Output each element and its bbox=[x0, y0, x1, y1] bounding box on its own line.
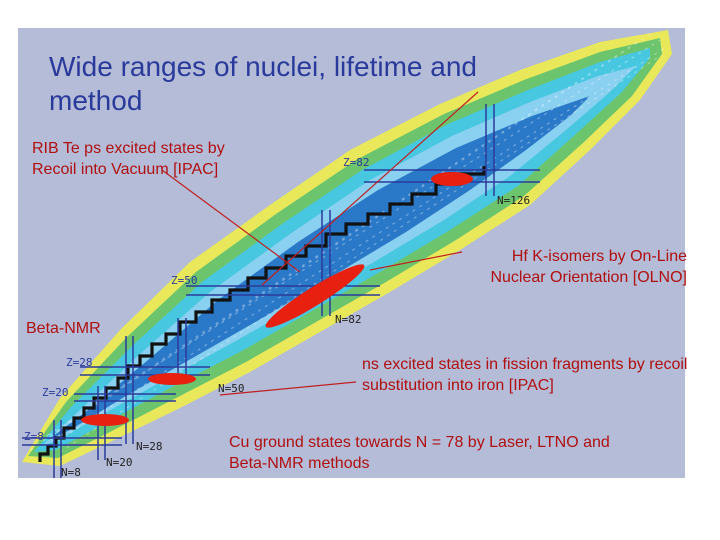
annotation-rib-te: RIB Te ps excited states by Recoil into … bbox=[32, 140, 225, 178]
pointer-lines bbox=[161, 91, 479, 396]
label-n28: N=28 bbox=[136, 440, 163, 453]
annotation-cu-ground: Cu ground states towards N = 78 by Laser… bbox=[229, 434, 610, 472]
valley-band bbox=[22, 30, 672, 466]
hf-region-ellipse bbox=[265, 264, 365, 328]
label-n126: N=126 bbox=[497, 194, 531, 207]
label-z20: Z=20 bbox=[42, 386, 69, 399]
label-z8: Z=8 bbox=[24, 430, 44, 443]
band-texture bbox=[29, 33, 669, 453]
label-n20: N=20 bbox=[106, 456, 133, 469]
pointer-cu bbox=[261, 91, 479, 286]
label-z28: Z=28 bbox=[66, 356, 93, 369]
cu-region-ellipse bbox=[81, 414, 129, 426]
label-n82: N=82 bbox=[335, 313, 362, 326]
annotation-ns-excited: ns excited states in fission fragments b… bbox=[362, 356, 688, 394]
label-n50: N=50 bbox=[218, 382, 245, 395]
pointer-te bbox=[161, 169, 301, 273]
annotation-hf-k: Hf K-isomers by On-Line Nuclear Orientat… bbox=[490, 248, 687, 286]
highlight-regions bbox=[81, 172, 473, 426]
label-z82: Z=82 bbox=[343, 156, 370, 169]
pointer-hf bbox=[369, 251, 463, 271]
annotation-beta-nmr: Beta-NMR bbox=[26, 320, 101, 337]
fission-region-ellipse bbox=[148, 373, 196, 385]
label-z50: Z=50 bbox=[171, 274, 198, 287]
page-title: Wide ranges of nuclei, lifetime and meth… bbox=[49, 51, 477, 116]
pointer-ns bbox=[219, 381, 357, 396]
stable-nuclei-staircase bbox=[38, 166, 486, 462]
label-n8: N=8 bbox=[61, 466, 81, 479]
te-region-ellipse bbox=[431, 172, 473, 186]
